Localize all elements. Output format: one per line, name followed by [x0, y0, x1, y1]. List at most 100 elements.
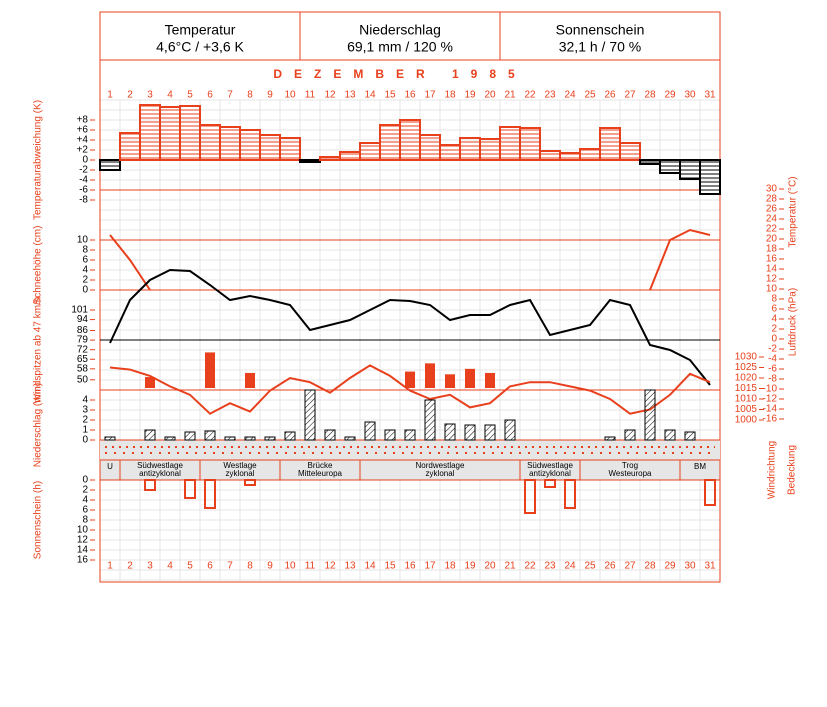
y-tick-label: 20	[766, 234, 778, 245]
day-label: 25	[584, 90, 596, 101]
y-tick-label: 1025	[735, 362, 758, 373]
y-tick-label: 0	[771, 334, 777, 345]
day-label: 6	[207, 561, 213, 572]
y-tick-label: -4	[79, 175, 88, 186]
bar	[144, 479, 156, 491]
day-label: 21	[504, 561, 516, 572]
day-label: 29	[664, 561, 676, 572]
deviation-bar	[579, 148, 601, 161]
data-line	[109, 364, 711, 415]
y-tick-label: 58	[77, 363, 89, 374]
deviation-bar	[519, 127, 541, 161]
weather-type-label: Trog	[622, 461, 638, 470]
day-label: 26	[604, 561, 616, 572]
day-label: 15	[384, 90, 396, 101]
deviation-bar	[319, 156, 341, 161]
y-tick-label: -2	[768, 344, 777, 355]
y-tick-label: 4	[82, 265, 88, 276]
day-label: 8	[247, 561, 253, 572]
y-tick-label: 1030	[735, 352, 758, 363]
y-tick-label: 14	[766, 264, 778, 275]
deviation-bar	[219, 126, 241, 161]
day-label: 18	[444, 561, 456, 572]
y-tick-label: 1010	[735, 394, 758, 405]
day-label: 24	[564, 90, 576, 101]
y-tick-label: 16	[77, 555, 89, 566]
y-tick-label: 12	[77, 535, 89, 546]
deviation-bar	[599, 127, 621, 161]
y-tick-label: -10	[763, 384, 778, 395]
day-label: 11	[305, 90, 316, 101]
deviation-bar	[159, 106, 181, 161]
day-label: 2	[127, 561, 133, 572]
y-tick-label: -8	[79, 195, 88, 206]
wind-band	[100, 440, 720, 460]
y-tick-label: 0	[82, 155, 88, 166]
bar	[364, 421, 376, 441]
y-tick-label: 24	[766, 214, 778, 225]
y-tick-label: 94	[77, 314, 89, 325]
bar	[184, 479, 196, 499]
bar	[145, 377, 155, 388]
deviation-bar	[559, 152, 581, 161]
y-tick-label: 18	[766, 244, 778, 255]
bar	[324, 429, 336, 441]
header-title: Niederschlag	[359, 22, 441, 38]
weather-type-label: Westeuropa	[609, 469, 653, 478]
bar	[624, 429, 636, 441]
y-tick-label: 6	[82, 255, 88, 266]
y-tick-label: -6	[79, 185, 88, 196]
deviation-bar	[259, 134, 281, 161]
y-tick-label: -8	[768, 374, 777, 385]
deviation-bar	[539, 150, 561, 161]
weather-type-label: zyklonal	[226, 469, 255, 478]
deviation-bar	[459, 137, 481, 161]
y-tick-label: -12	[763, 394, 778, 405]
bar	[524, 479, 536, 514]
axis-label: Niederschlag (mm)	[33, 383, 44, 467]
bar	[104, 436, 116, 441]
bar	[604, 436, 616, 441]
frame	[99, 11, 721, 583]
day-label: 4	[167, 90, 173, 101]
bar	[244, 479, 256, 486]
bar	[644, 389, 656, 441]
y-tick-label: 6	[82, 505, 88, 516]
day-label: 7	[227, 90, 233, 101]
deviation-bar	[699, 159, 721, 195]
day-label: 13	[344, 90, 356, 101]
weather-type-label: antizyklonal	[139, 469, 181, 478]
day-label: 1	[107, 90, 113, 101]
deviation-bar	[179, 105, 201, 161]
y-tick-label: 1015	[735, 383, 758, 394]
day-label: 28	[644, 90, 656, 101]
day-label: 28	[644, 561, 656, 572]
y-tick-label: -2	[79, 165, 88, 176]
weather-type-label: Südwestlage	[527, 461, 573, 470]
bar	[485, 372, 495, 388]
deviation-bar	[359, 142, 381, 161]
day-label: 12	[324, 90, 336, 101]
y-tick-label: 22	[766, 224, 778, 235]
month-title: DEZEMBER 1985	[273, 67, 526, 81]
day-label: 16	[404, 90, 416, 101]
bar	[425, 363, 435, 388]
bar	[224, 436, 236, 441]
y-tick-label: 2	[82, 485, 88, 496]
day-label: 5	[187, 561, 193, 572]
bar	[304, 389, 316, 441]
bar	[164, 436, 176, 441]
day-label: 8	[247, 90, 253, 101]
day-label: 30	[684, 90, 696, 101]
deviation-bar	[199, 124, 221, 161]
y-tick-label: 2	[82, 415, 88, 426]
data-line	[109, 234, 151, 291]
bar	[205, 352, 215, 388]
deviation-bar	[239, 129, 261, 161]
day-label: 15	[384, 561, 396, 572]
y-tick-label: 26	[766, 204, 778, 215]
day-label: 25	[584, 561, 596, 572]
y-tick-label: -14	[763, 404, 778, 415]
bar	[404, 429, 416, 441]
